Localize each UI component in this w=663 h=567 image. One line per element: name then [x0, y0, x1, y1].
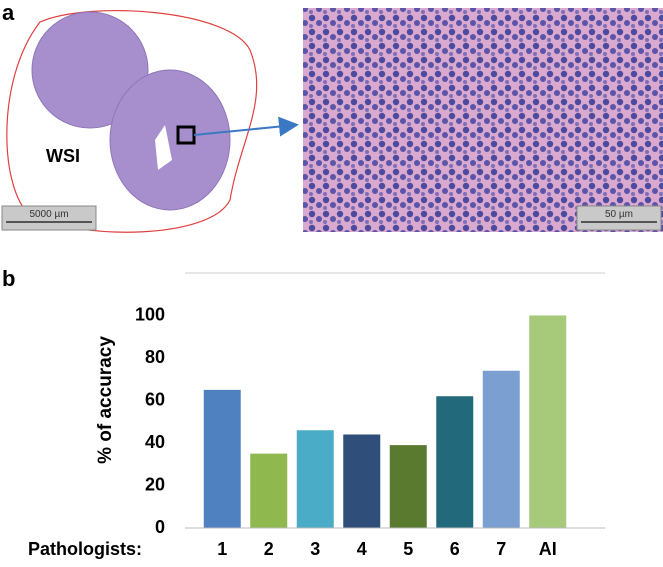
- panel-label: b: [2, 266, 15, 291]
- outline: [6, 10, 258, 233]
- hole: [155, 125, 172, 170]
- x-tick-label: 6: [450, 539, 460, 559]
- scale-text: 5000 µm: [29, 209, 68, 220]
- y-tick-label: 40: [145, 432, 165, 452]
- wsi-label: WSI: [46, 146, 80, 166]
- bar: [296, 430, 334, 528]
- y-tick-label: 80: [145, 347, 165, 367]
- bar: [203, 389, 241, 528]
- scale-bar: [1, 205, 97, 231]
- bar: [529, 315, 567, 528]
- y-axis-label: % of accuracy: [95, 336, 116, 464]
- bar: [482, 370, 520, 528]
- x-tick-label: 5: [403, 539, 413, 559]
- x-tick-label: 4: [357, 539, 367, 559]
- tissue: [31, 11, 149, 129]
- scale-bar: [576, 205, 662, 231]
- tissue: [109, 69, 231, 211]
- x-tick-label: 7: [496, 539, 506, 559]
- y-tick-label: 100: [135, 304, 165, 324]
- bar: [250, 453, 288, 528]
- y-tick-label: 0: [155, 517, 165, 537]
- y-tick-label: 60: [145, 389, 165, 409]
- x-axis-label: Pathologists:: [28, 539, 142, 559]
- x-tick-label: 2: [264, 539, 274, 559]
- x-tick-label: AI: [539, 539, 557, 559]
- bar: [343, 434, 381, 528]
- bar: [389, 445, 427, 528]
- bar: [436, 396, 474, 528]
- histology: [303, 8, 663, 232]
- y-tick-label: 20: [145, 474, 165, 494]
- x-tick-label: 3: [310, 539, 320, 559]
- panel-label: a: [2, 0, 15, 25]
- arrow: [193, 116, 299, 137]
- x-tick-label: 1: [217, 539, 227, 559]
- scale-text: 50 µm: [605, 209, 633, 220]
